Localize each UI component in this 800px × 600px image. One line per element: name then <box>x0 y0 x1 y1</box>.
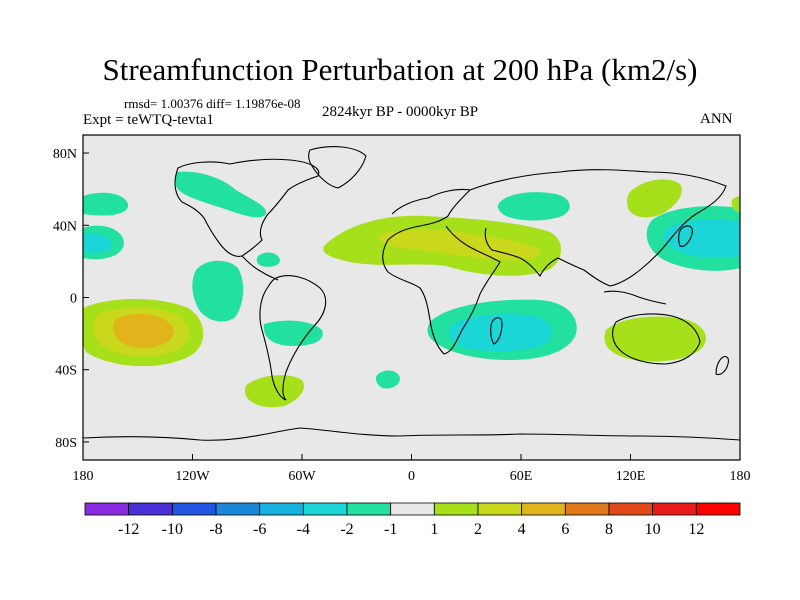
y-tick-label: 40N <box>53 219 77 234</box>
contour-caribbean-low <box>256 252 280 267</box>
colorbar-swatch <box>652 502 697 516</box>
y-tick-label: 80S <box>55 436 77 451</box>
coast-central-america <box>241 255 279 281</box>
time-range-subtitle: 2824kyr BP - 0000kyr BP <box>322 104 479 120</box>
contour-satlantic-low <box>263 320 323 346</box>
chart-title: Streamfunction Perturbation at 200 hPa (… <box>102 52 698 87</box>
colorbar-swatch <box>521 502 566 516</box>
coast-greenland <box>308 146 367 189</box>
stats-subtitle: rmsd= 1.00376 diff= 1.19876e-08 <box>124 96 301 111</box>
contour-samerica-tip-high <box>244 375 304 408</box>
contour-easia-high <box>626 179 682 218</box>
colorbar-swatch <box>608 502 654 516</box>
colorbar-label: 6 <box>561 521 569 538</box>
coastlines <box>83 146 740 441</box>
x-tick-label: 180 <box>73 469 94 484</box>
colorbar-swatch <box>695 502 741 516</box>
contour-npac-west-high-edge <box>731 196 740 212</box>
contour-casia-low <box>498 192 570 221</box>
colorbar-label: 10 <box>645 521 661 538</box>
colorbar-swatch <box>346 502 392 516</box>
contour-npac-east-low <box>83 192 129 216</box>
y-tick-label: 80N <box>53 147 77 162</box>
colorbar-label: -8 <box>209 521 222 538</box>
colorbar-swatch <box>433 502 479 516</box>
colorbar-label: 4 <box>518 521 526 538</box>
colorbar-label: -2 <box>340 521 353 538</box>
contour-tropical-low <box>192 260 244 322</box>
contour-npac-west-low-core <box>663 219 740 258</box>
coast-indonesia <box>603 290 667 305</box>
coast-antarctica <box>83 427 740 441</box>
colorbar-label: -12 <box>118 521 139 538</box>
coast-australia <box>612 313 701 365</box>
colorbar-label: -10 <box>162 521 183 538</box>
colorbar-label: 1 <box>430 521 438 538</box>
colorbar-label: -6 <box>253 521 266 538</box>
y-tick-label: 0 <box>70 292 77 307</box>
colorbar-swatch <box>477 502 523 516</box>
x-tick-label: 60E <box>510 469 533 484</box>
coast-japan <box>678 225 693 247</box>
colorbar-swatch <box>171 502 217 516</box>
coast-north-america <box>174 158 320 257</box>
contour-cpac-high-core <box>113 313 174 349</box>
experiment-subtitle: Expt = teWTQ-tevta1 <box>83 112 214 128</box>
colorbar-swatch <box>128 502 173 516</box>
colorbar-swatch <box>259 502 304 516</box>
x-tick-label: 120E <box>616 469 646 484</box>
colorbar-swatch <box>215 502 261 516</box>
coast-madagascar <box>490 317 503 345</box>
contour-small-low <box>375 370 400 389</box>
colorbar-swatch <box>390 502 435 516</box>
x-tick-label: 180 <box>730 469 751 484</box>
coast-south-america <box>259 275 327 401</box>
colorbar-label: 8 <box>605 521 613 538</box>
colorbar-swatch <box>564 502 610 516</box>
colorbar-label: -1 <box>384 521 397 538</box>
colorbar-swatch <box>84 502 130 516</box>
colorbar-label: 12 <box>688 521 704 538</box>
x-tick-label: 60W <box>288 469 316 484</box>
contour-npac-east-low-core <box>83 233 112 253</box>
y-tick-label: 40S <box>55 364 77 379</box>
contour-australia-high <box>604 316 706 362</box>
x-tick-label: 0 <box>408 469 415 484</box>
contour-namerica-low <box>176 171 267 218</box>
coast-new-zealand <box>715 355 729 376</box>
colorbar-label: 2 <box>474 521 482 538</box>
coast-europe-africa <box>382 188 501 355</box>
x-tick-label: 120W <box>175 469 210 484</box>
colorbar-swatch <box>302 502 348 516</box>
season-subtitle: ANN <box>700 111 733 127</box>
colorbar-label: -4 <box>297 521 310 538</box>
coast-asia <box>469 169 727 287</box>
contour-nafrica-high-core <box>378 229 541 261</box>
